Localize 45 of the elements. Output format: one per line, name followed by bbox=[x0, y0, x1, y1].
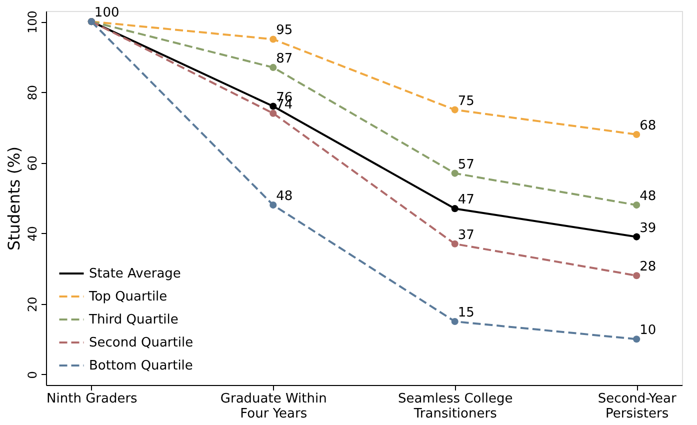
legend-label: Bottom Quartile bbox=[89, 358, 193, 374]
y-tick-label: 40 bbox=[26, 226, 40, 242]
point bbox=[270, 64, 277, 71]
data-label: 68 bbox=[640, 118, 656, 134]
y-axis-title: Students (%) bbox=[4, 146, 24, 251]
y-tick-label: 20 bbox=[26, 296, 40, 312]
point bbox=[633, 202, 640, 209]
point bbox=[633, 130, 640, 138]
data-label: 48 bbox=[640, 189, 656, 204]
point bbox=[451, 318, 458, 326]
data-label: 57 bbox=[458, 157, 474, 172]
x-tick-label: Graduate Within Four Years bbox=[220, 392, 327, 422]
point bbox=[270, 202, 277, 209]
point bbox=[633, 272, 640, 280]
data-label: 15 bbox=[458, 305, 474, 320]
data-label: 75 bbox=[458, 94, 474, 109]
x-tick-label: Second-Year Persisters bbox=[598, 392, 677, 422]
data-label: 87 bbox=[276, 51, 293, 66]
data-label: 100 bbox=[94, 6, 120, 21]
legend-label: Third Quartile bbox=[88, 312, 178, 328]
point bbox=[451, 106, 458, 114]
legend-label: Second Quartile bbox=[89, 336, 194, 350]
y-tick-label: 60 bbox=[26, 156, 40, 171]
data-label: 10 bbox=[640, 323, 656, 338]
x-tick-label: Ninth Graders bbox=[46, 392, 138, 406]
y-tick-label: 0 bbox=[26, 371, 40, 379]
point bbox=[451, 205, 458, 212]
point bbox=[451, 240, 458, 248]
point bbox=[270, 36, 277, 43]
data-label: 47 bbox=[458, 192, 474, 208]
point bbox=[633, 233, 640, 240]
legend-label: Top Quartile bbox=[88, 290, 168, 304]
data-label: 37 bbox=[458, 228, 474, 243]
data-label: 39 bbox=[640, 220, 656, 236]
legend-label: State Average bbox=[89, 266, 181, 282]
point bbox=[451, 170, 458, 177]
data-label: 28 bbox=[640, 260, 656, 275]
data-label: 48 bbox=[276, 189, 293, 204]
y-tick-label: 100 bbox=[26, 10, 40, 34]
x-tick-label: Seamless College Transitioners bbox=[398, 392, 513, 422]
data-label: 95 bbox=[276, 23, 293, 38]
y-tick-label: 80 bbox=[26, 85, 40, 100]
point bbox=[270, 110, 277, 117]
point bbox=[633, 336, 640, 343]
point bbox=[270, 102, 277, 110]
